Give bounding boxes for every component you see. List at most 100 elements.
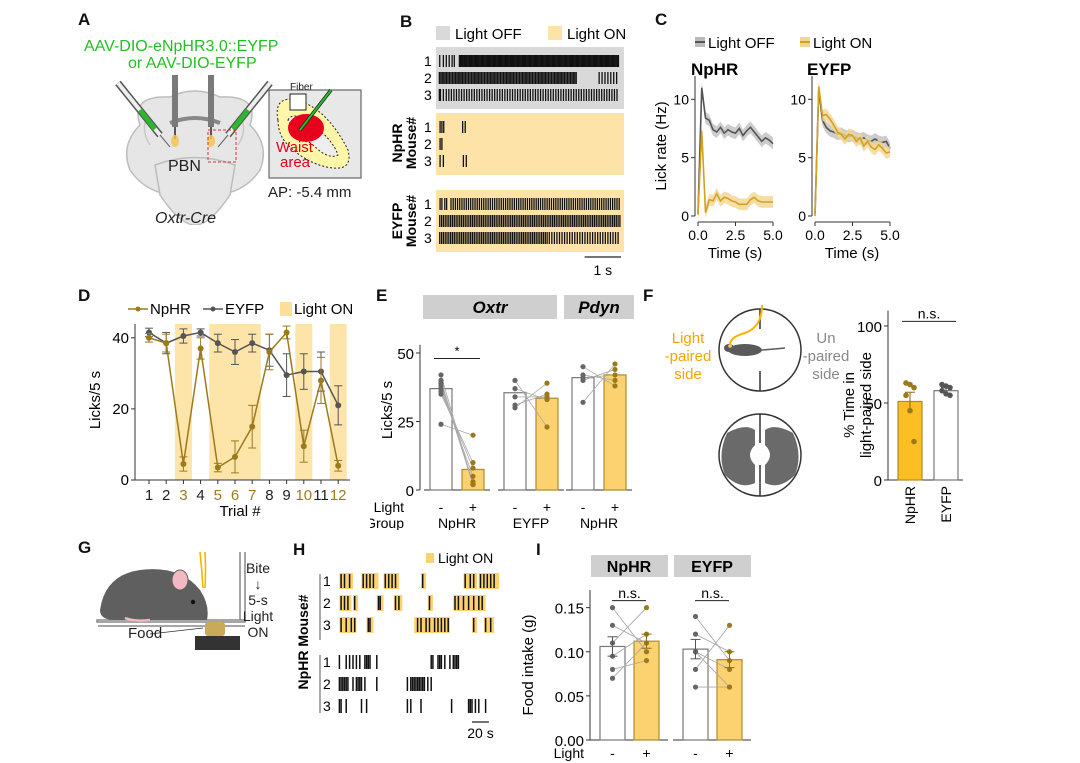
mouse-row-label: 1: [424, 196, 432, 212]
data-point-on: [544, 380, 550, 386]
data-point-on: [643, 605, 650, 611]
light-on-shade: [174, 324, 192, 480]
data-point-nphr: [232, 453, 238, 460]
mouse-row-label: 2: [323, 595, 331, 611]
y-axis-label: Licks/5 s: [379, 381, 396, 439]
data-point-eyfp: [300, 368, 307, 375]
legend-label-on: Light ON: [567, 26, 626, 43]
pair-line: [440, 393, 474, 463]
place-preference-illustration: [718, 305, 802, 497]
data-point-off: [438, 391, 444, 397]
y-tick-label: 25: [397, 415, 414, 432]
data-point-off: [609, 675, 616, 681]
pair-line: [582, 363, 616, 403]
data-point-off: [692, 666, 699, 673]
x-tick-label: 7: [248, 487, 256, 504]
panel-label-f: F: [643, 286, 654, 305]
sem-band-light-off: [815, 84, 890, 220]
light-on-bout: [339, 595, 352, 611]
light-on-bout: [483, 617, 495, 633]
legend-label-on: Light ON: [813, 35, 872, 52]
pair-line: [612, 633, 647, 657]
panel-label-b: B: [400, 12, 413, 31]
pair-line: [582, 369, 616, 381]
pair-line: [695, 651, 730, 670]
y-tick-label: 100: [857, 319, 882, 336]
light-on-bout: [472, 617, 478, 633]
data-point-on: [470, 465, 476, 471]
x-tick-label: 1: [145, 487, 153, 504]
data-point: [939, 387, 945, 394]
data-point-off: [609, 605, 616, 611]
significance-label: n.s.: [618, 585, 641, 601]
facet-header-oxtr: [423, 295, 557, 319]
chart-title: EYFP: [807, 60, 851, 79]
light-on-bout: [393, 595, 403, 611]
significance-label: n.s.: [918, 305, 941, 321]
x-tick-label: 3: [179, 487, 187, 504]
group-label: EYFP: [513, 515, 550, 530]
mouse-icon: [724, 344, 786, 356]
protocol-light: Light: [242, 608, 274, 624]
light-on-bout: [427, 595, 433, 611]
y-tick-label: 0.00: [555, 733, 584, 750]
group-label-nphr: NpHR: [389, 124, 405, 163]
x-axis-label: Time (s): [708, 245, 762, 262]
data-point-nphr: [335, 462, 342, 469]
light-on-bout: [353, 595, 359, 611]
light-paired-line2: -paired: [664, 348, 712, 365]
pbn-label: PBN: [168, 158, 201, 175]
data-point-off: [692, 684, 699, 690]
panel-label-i: I: [536, 540, 541, 559]
pair-line: [612, 642, 647, 679]
light-on-bout: [421, 573, 427, 589]
protocol-bite: Bite: [245, 560, 271, 576]
data-point-off: [512, 386, 518, 392]
unpaired-line3: side: [812, 366, 840, 383]
legend-label-light-on: Light ON: [294, 301, 353, 318]
mouse-row-label: 3: [424, 153, 432, 169]
legend-swatch-light-on: [280, 302, 292, 316]
mouse-body: [100, 569, 208, 622]
ap-label: AP: -5.4 mm: [268, 184, 352, 201]
waist-area: [288, 114, 324, 142]
light-on-bout: [339, 617, 357, 633]
waist-label-2: area: [280, 154, 311, 171]
y-tick-label: 50: [865, 396, 882, 413]
x-tick-label: 9: [282, 487, 290, 504]
data-point-on: [612, 372, 618, 378]
light-label-on: +: [469, 499, 477, 515]
mouse-line-label: Oxtr-Cre: [155, 210, 217, 227]
y-axis-label: Licks/5 s: [87, 371, 104, 429]
x-axis-label: Trial #: [219, 503, 261, 520]
data-point-nphr: [180, 461, 187, 467]
data-point-nphr: [163, 340, 170, 347]
waist-label-1: Waist: [276, 139, 313, 156]
pair-line: [695, 625, 730, 670]
fiber-left: [171, 75, 179, 147]
chart-f: 0 50 100 % Time in light-paired side NpHR EYFP…: [841, 305, 963, 524]
light-on-bout: [453, 595, 486, 611]
light-on-shade: [295, 324, 313, 480]
data-point-off: [692, 613, 699, 620]
y-tick-label: 0: [406, 483, 414, 500]
y-tick-label: 10: [790, 91, 806, 107]
unpaired-line2: -paired: [802, 348, 850, 365]
food-holder: [195, 636, 240, 650]
data-point-off: [438, 372, 444, 378]
pair-line: [440, 423, 474, 436]
y-tick-label: 50: [397, 346, 414, 363]
y-tick-label: 40: [112, 330, 129, 347]
feeding-setup-illustration: [96, 551, 246, 650]
x-tick-label: 2: [162, 487, 170, 504]
light-label-off: -: [610, 745, 615, 761]
data-point-eyfp: [283, 372, 290, 379]
x-tick-label: 0.0: [688, 227, 708, 243]
data-point-off: [692, 631, 699, 637]
pair-line: [612, 607, 647, 644]
x-tick-label: 11: [313, 487, 329, 504]
data-point-eyfp: [180, 333, 187, 339]
row-label-light: Light: [554, 745, 584, 761]
mouse-row-label: 2: [424, 213, 432, 229]
